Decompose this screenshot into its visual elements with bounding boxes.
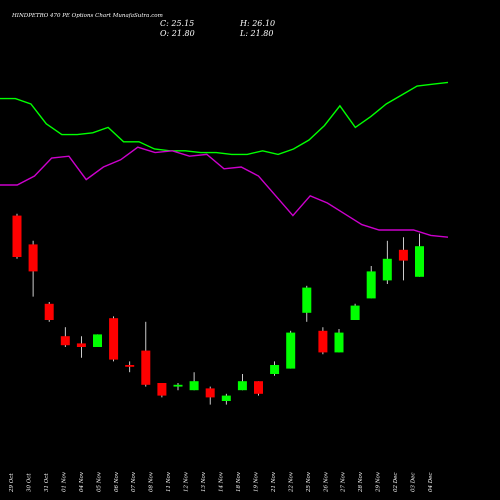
candle-body	[173, 384, 183, 387]
x-tick-label: 01 Nov	[61, 471, 67, 492]
candle-body	[350, 305, 360, 320]
x-tick-label: 14 Nov	[219, 471, 225, 492]
x-axis-labels: 29 Oct 30 Oct 31 Oct 01 Nov 04 Nov 05 Nov 06 N…	[9, 471, 434, 493]
candle-body	[189, 381, 199, 391]
low-value: L: 21.80	[240, 29, 274, 38]
x-tick-label: 02 Dec	[393, 473, 399, 493]
x-tick-label: 29 Nov	[376, 471, 382, 493]
candle	[93, 334, 102, 347]
candle	[28, 240, 38, 297]
x-tick-label: 04 Nov	[79, 471, 85, 492]
candle-body	[205, 388, 215, 398]
bands-layer	[0, 81, 449, 238]
open-value: O: 21.80	[160, 29, 195, 38]
candle-body	[270, 365, 280, 374]
candle-body	[60, 336, 70, 346]
x-tick-label: 06 Nov	[114, 471, 120, 492]
candle	[125, 361, 135, 373]
candle-body	[382, 258, 392, 281]
candle-body	[237, 381, 247, 391]
candle	[12, 213, 22, 259]
x-tick-label: 26 Nov	[323, 471, 329, 493]
candle-body	[286, 332, 296, 369]
candle	[205, 386, 215, 405]
candle	[76, 336, 86, 358]
candle-body	[221, 395, 231, 401]
close-value: C: 25.15	[160, 19, 195, 28]
candle	[318, 327, 328, 355]
x-tick-label: 07 Nov	[131, 471, 137, 492]
candle	[254, 381, 263, 396]
candle	[350, 303, 360, 320]
candle-body	[254, 381, 263, 394]
candle	[157, 383, 167, 398]
candle-body	[157, 383, 167, 396]
candle	[60, 327, 70, 347]
candle	[173, 383, 183, 391]
candle	[398, 237, 408, 281]
candle-body	[334, 332, 344, 353]
candle-body	[44, 303, 54, 320]
x-tick-label: 31 Oct	[44, 473, 50, 492]
candle-body	[125, 365, 135, 367]
x-tick-label: 28 Nov	[358, 471, 364, 493]
candle	[141, 321, 151, 387]
candle	[221, 393, 231, 405]
candle-body	[109, 318, 119, 360]
candle	[382, 240, 392, 284]
x-tick-label: 22 Nov	[288, 471, 294, 493]
candle	[44, 302, 54, 322]
x-tick-label: 03 Dec	[411, 473, 417, 493]
candle	[286, 330, 296, 369]
candle	[189, 372, 199, 391]
candle	[302, 285, 312, 322]
candle-body	[12, 215, 22, 257]
candle-body	[366, 271, 376, 299]
x-tick-label: 04 Dec	[428, 473, 434, 493]
candles-layer	[12, 213, 424, 405]
x-tick-label: 29 Oct	[9, 473, 15, 493]
candle	[366, 266, 376, 299]
x-tick-label: 21 Nov	[271, 471, 277, 493]
candle	[270, 361, 280, 376]
x-tick-label: 27 Nov	[341, 471, 347, 493]
candle-body	[415, 246, 424, 277]
candle-body	[318, 330, 328, 353]
x-tick-label: 25 Nov	[306, 471, 312, 493]
chart-title: HINDPETRO 470 PE Options Chart MunafaSut…	[12, 13, 163, 19]
candle-body	[76, 343, 86, 347]
candle-body	[302, 287, 312, 313]
x-tick-label: 30 Oct	[26, 473, 32, 492]
x-tick-label: 11 Nov	[166, 471, 172, 492]
candle-body	[398, 249, 408, 261]
x-tick-label: 18 Nov	[236, 471, 242, 492]
candle	[237, 374, 247, 391]
x-tick-label: 19 Nov	[253, 471, 259, 492]
high-value: H: 26.10	[240, 19, 276, 28]
candle-body	[28, 244, 38, 272]
x-tick-label: 08 Nov	[149, 471, 155, 492]
candle	[334, 329, 344, 353]
candle	[415, 233, 424, 277]
candle-body	[141, 350, 151, 385]
lower-band-line	[0, 146, 449, 238]
candle	[109, 316, 119, 362]
x-tick-label: 05 Nov	[96, 471, 102, 492]
x-tick-label: 12 Nov	[184, 471, 190, 492]
x-tick-label: 13 Nov	[201, 471, 207, 492]
candle-body	[93, 334, 102, 347]
upper-band-line	[0, 81, 449, 156]
